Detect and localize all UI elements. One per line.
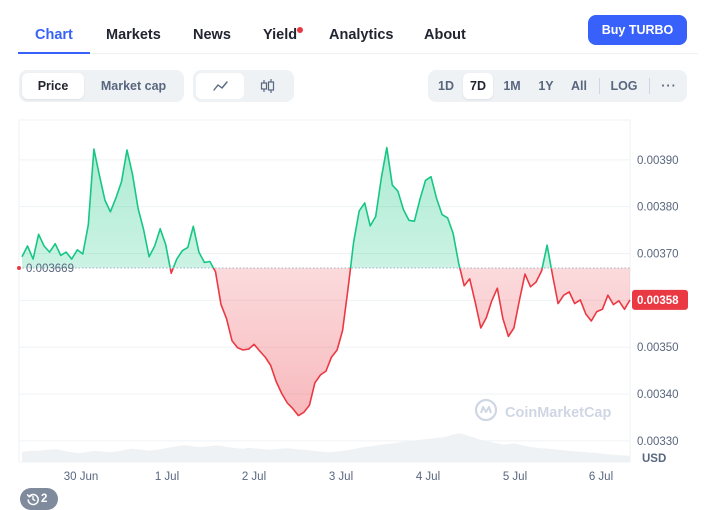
tab-chart[interactable]: Chart: [35, 27, 73, 43]
history-badge[interactable]: 2: [20, 488, 58, 510]
y-unit-label: USD: [642, 453, 666, 465]
x-tick-label: 5 Jul: [503, 471, 527, 483]
metric-toggle: Price Market cap: [19, 70, 184, 102]
x-tick-label: 2 Jul: [242, 471, 266, 483]
current-price-label: 0.00358: [637, 295, 679, 307]
down-fill: [170, 268, 630, 416]
history-icon: [26, 493, 39, 506]
range-1y[interactable]: 1Y: [538, 79, 554, 93]
y-tick-label: 0.00340: [637, 389, 679, 401]
range-1d[interactable]: 1D: [438, 79, 454, 93]
watermark-text: CoinMarketCap: [505, 405, 611, 421]
toolbar-divider: [649, 78, 650, 94]
yield-notification-dot: [297, 27, 303, 33]
coinmarketcap-watermark: CoinMarketCap: [474, 398, 611, 422]
y-tick-label: 0.00350: [637, 342, 679, 354]
line-chart-button[interactable]: [196, 73, 244, 99]
x-tick-label: 30 Jun: [64, 471, 99, 483]
tab-markets[interactable]: Markets: [106, 27, 161, 43]
baseline: 0.003669: [17, 263, 630, 275]
range-all[interactable]: All: [571, 79, 587, 93]
x-tick-label: 1 Jul: [155, 471, 179, 483]
x-tick-label: 3 Jul: [329, 471, 353, 483]
price-line-up: [21, 146, 553, 269]
baseline-dot: [17, 266, 21, 271]
buy-turbo-button[interactable]: Buy TURBO: [588, 15, 687, 45]
time-range-control: 1D 7D 1M 1Y All LOG ···: [428, 70, 687, 102]
line-chart-icon: [213, 81, 228, 91]
more-options-button[interactable]: ···: [661, 79, 677, 93]
market-cap-toggle[interactable]: Market cap: [100, 79, 167, 93]
tab-news[interactable]: News: [193, 27, 231, 43]
price-chart-svg: CoinMarketCap 0.003669 0.00390 0.00380 0.0…: [17, 119, 688, 483]
volume-area: [22, 433, 630, 462]
range-7d[interactable]: 7D: [463, 73, 493, 99]
baseline-label: 0.003669: [26, 263, 74, 275]
price-line-down: [169, 268, 631, 417]
x-tick-label: 4 Jul: [416, 471, 440, 483]
log-scale-toggle[interactable]: LOG: [610, 79, 638, 93]
candlestick-chart-button[interactable]: [244, 73, 291, 99]
up-fill: [22, 147, 630, 269]
price-area: [21, 146, 631, 417]
y-tick-label: 0.00390: [637, 155, 679, 167]
x-axis: 30 Jun 1 Jul 2 Jul 3 Jul 4 Jul 5 Jul 6 Jul: [64, 471, 613, 483]
tab-analytics[interactable]: Analytics: [329, 27, 394, 43]
tab-about[interactable]: About: [424, 27, 466, 43]
cmc-logo-icon: [474, 398, 498, 422]
tab-bar: Chart Markets News Yield Analytics About: [18, 18, 698, 54]
y-tick-label: 0.00380: [637, 202, 679, 214]
active-tab-indicator: [18, 52, 90, 54]
candlestick-icon: [260, 79, 275, 93]
x-tick-label: 6 Jul: [589, 471, 613, 483]
history-count: 2: [41, 493, 48, 505]
volume-shape: [22, 433, 630, 462]
y-axis: 0.003900.003800.003700.003600.003500.003…: [632, 155, 688, 465]
y-tick-label: 0.00330: [637, 436, 679, 448]
y-tick-label: 0.00370: [637, 249, 679, 261]
current-price-tag: [632, 289, 688, 310]
tab-yield[interactable]: Yield: [263, 27, 298, 43]
chart-type-toggle: [193, 70, 294, 102]
price-chart[interactable]: CoinMarketCap 0.003669 0.00390 0.00380 0.0…: [0, 110, 712, 510]
toolbar-divider: [599, 78, 600, 94]
price-toggle[interactable]: Price: [22, 73, 84, 99]
range-1m[interactable]: 1M: [503, 79, 521, 93]
